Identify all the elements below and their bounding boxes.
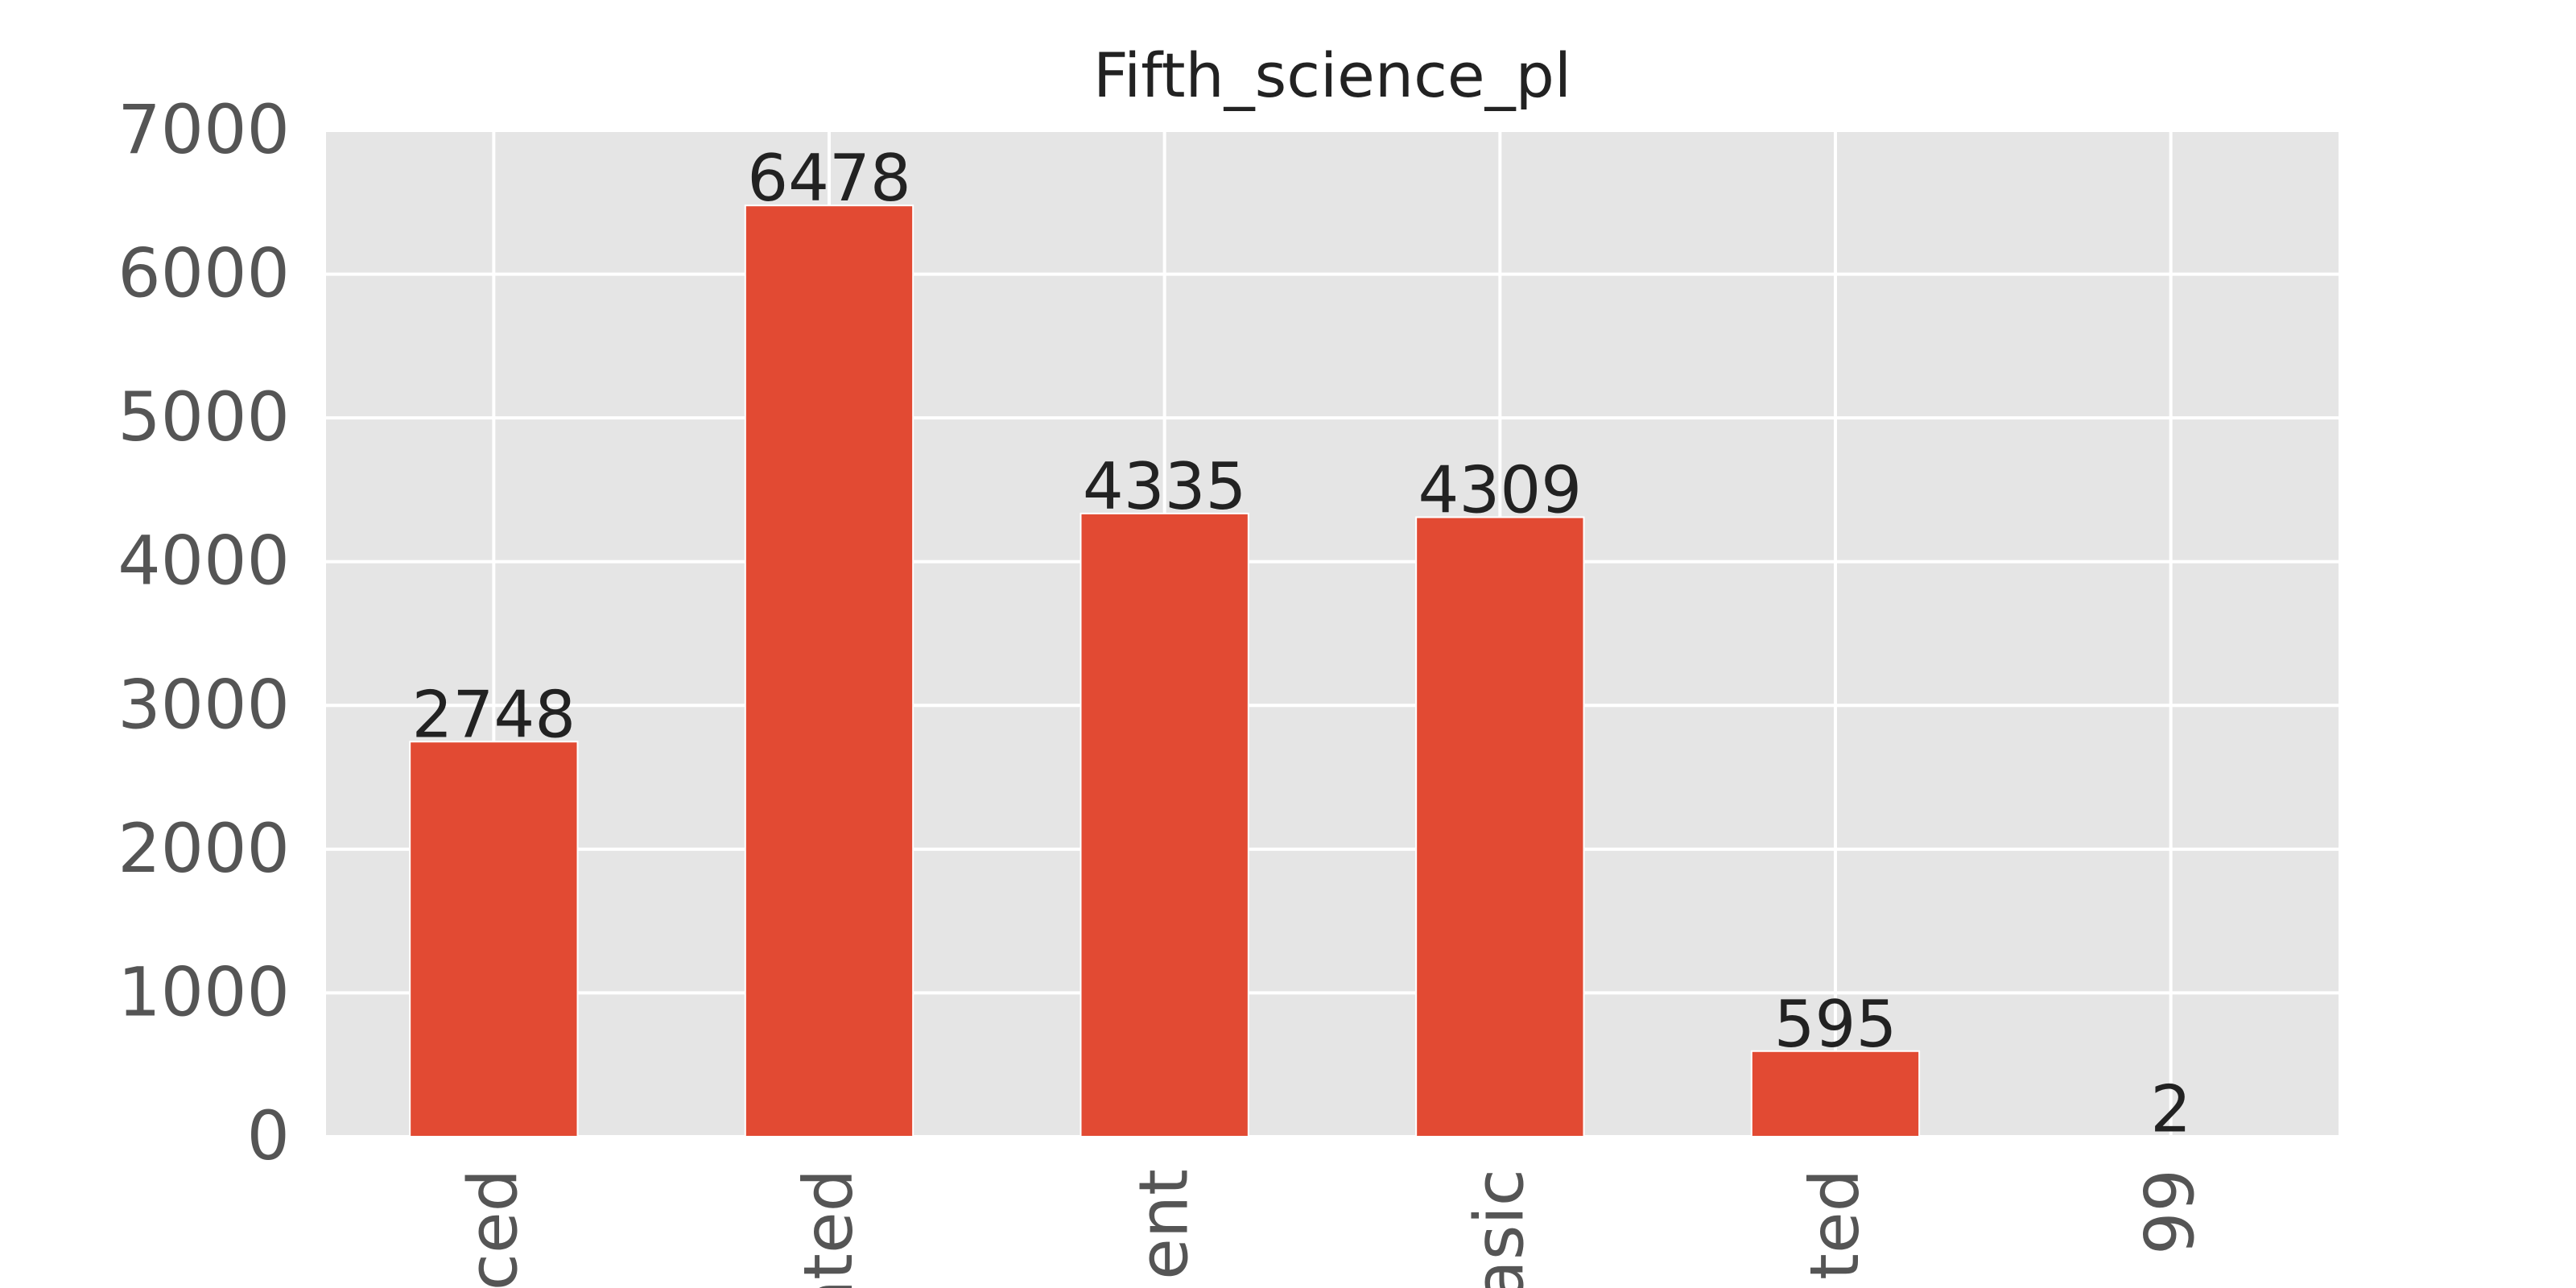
bar-value-label: 4309	[1418, 453, 1583, 528]
bar-value-label: 4335	[1083, 449, 1247, 524]
x-tick-label: asic	[1459, 1169, 1538, 1288]
bar-value-label: 2748	[412, 677, 576, 752]
bar-value-label: 6478	[747, 141, 911, 216]
x-axis-ticks: ced nted ent asic ted 99	[453, 1169, 2209, 1288]
x-tick-label: ced	[453, 1169, 532, 1288]
y-tick-label: 1000	[118, 952, 290, 1031]
y-axis-ticks: 0 1000 2000 3000 4000 5000 6000 7000	[118, 90, 290, 1175]
bar-value-label: 595	[1774, 987, 1897, 1062]
x-tick-label: 99	[2131, 1169, 2210, 1255]
grid-lines	[326, 129, 2339, 1138]
bar	[409, 741, 579, 1137]
bar	[1415, 516, 1585, 1137]
chart-title: Fifth_science_pl	[1093, 39, 1571, 111]
y-tick-label: 4000	[118, 522, 290, 601]
y-tick-label: 0	[247, 1096, 290, 1175]
bar	[744, 204, 914, 1138]
bar-value-label: 2	[2150, 1072, 2191, 1147]
value-labels: 2748 6478 4335 4309 595 2	[412, 141, 2192, 1146]
bars	[409, 204, 2256, 1138]
plot-background	[326, 130, 2339, 1137]
y-tick-label: 6000	[118, 234, 290, 313]
y-tick-label: 3000	[118, 665, 290, 744]
y-tick-label: 5000	[118, 378, 290, 456]
x-tick-label: nted	[789, 1169, 868, 1288]
bar	[1080, 512, 1249, 1137]
bar	[1750, 1050, 1921, 1137]
y-tick-label: 7000	[118, 90, 290, 169]
x-tick-label: ted	[1795, 1169, 1874, 1280]
x-tick-label: ent	[1125, 1169, 1203, 1280]
y-tick-label: 2000	[118, 809, 290, 888]
